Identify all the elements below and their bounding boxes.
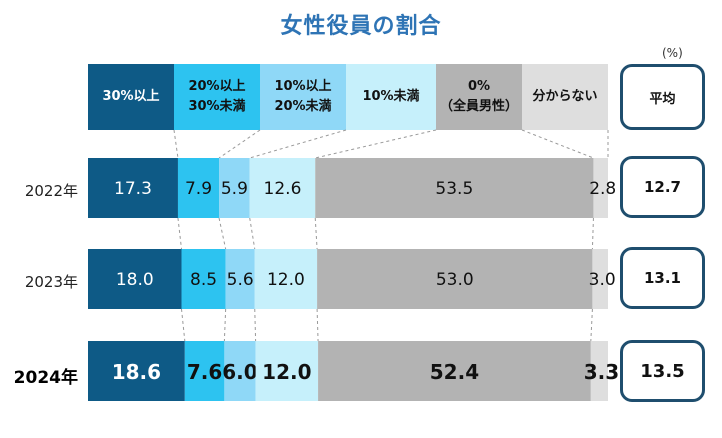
bar-segment-2-5 [590, 341, 608, 401]
bar-segment-2-0 [88, 341, 185, 401]
year-label-2022: 2022年 [24, 182, 78, 200]
value-label-1-5: 3.0 [589, 270, 616, 290]
year-label-2023: 2023年 [24, 273, 78, 291]
bar-segment-0-1 [177, 158, 220, 218]
value-label-0-1: 7.9 [185, 179, 212, 199]
connector-legend-1 [173, 129, 179, 159]
connector-row-0-3 [249, 217, 256, 250]
connector-legend-4 [315, 129, 437, 159]
value-label-1-2: 5.6 [227, 270, 254, 290]
connector-row-1-4 [316, 308, 319, 342]
bar-segment-1-1 [181, 249, 226, 309]
bar-segment-2-4 [318, 341, 591, 401]
bar-segment-1-5 [592, 249, 608, 309]
connector-row-0-1 [177, 217, 183, 250]
value-label-0-4: 53.5 [435, 179, 473, 199]
value-label-0-5: 2.8 [589, 179, 616, 199]
bar-segment-2-1 [184, 341, 225, 401]
legend-item-3: 10%未満 [346, 64, 436, 130]
connector-legend-3 [249, 129, 347, 159]
value-label-2-3: 12.0 [262, 360, 311, 384]
bar-segment-0-0 [88, 158, 178, 218]
value-label-0-3: 12.6 [264, 179, 302, 199]
value-label-2-0: 18.6 [112, 360, 161, 384]
value-label-2-2: 6.0 [222, 360, 257, 384]
average-box-2022: 12.7 [620, 156, 705, 218]
bar-segment-1-2 [225, 249, 255, 309]
average-box-2024: 13.5 [620, 340, 705, 402]
bar-segment-0-2 [219, 158, 250, 218]
legend-item-0: 30%以上 [88, 64, 174, 130]
bar-segment-2-2 [224, 341, 256, 401]
connector-row-0-5 [591, 217, 594, 250]
value-label-2-5: 3.3 [584, 360, 619, 384]
bar-segment-0-3 [249, 158, 316, 218]
connector-row-1-1 [181, 308, 186, 342]
bar-segment-1-4 [317, 249, 593, 309]
bar-segment-2-3 [255, 341, 319, 401]
chart-title: 女性役員の割合 [280, 14, 442, 39]
connector-row-1-5 [590, 308, 593, 342]
connector-legend-5 [521, 129, 594, 159]
value-label-1-4: 53.0 [436, 270, 474, 290]
legend-item-5: 分からない [522, 64, 608, 130]
average-header-box: 平均 [620, 64, 705, 130]
value-label-0-0: 17.3 [114, 179, 152, 199]
legend-item-1: 20%以上 30%未満 [174, 64, 260, 130]
connector-legend-2 [218, 129, 261, 159]
bar-segment-0-5 [593, 158, 608, 218]
connector-row-0-2 [218, 217, 227, 250]
connector-row-0-4 [314, 217, 318, 250]
value-label-1-1: 8.5 [190, 270, 217, 290]
year-label-2024: 2024年 [13, 368, 78, 388]
value-label-2-4: 52.4 [430, 360, 479, 384]
legend-item-4: 0% （全員男性） [436, 64, 522, 130]
value-label-1-3: 12.0 [267, 270, 305, 290]
bar-segment-1-0 [88, 249, 182, 309]
value-label-0-2: 5.9 [221, 179, 248, 199]
value-label-2-1: 7.6 [187, 360, 222, 384]
unit-label: (%) [662, 46, 683, 60]
average-box-2023: 13.1 [620, 247, 705, 309]
legend-item-2: 10%以上 20%未満 [260, 64, 346, 130]
connector-row-1-2 [223, 308, 227, 342]
value-label-1-0: 18.0 [116, 270, 154, 290]
connector-row-1-3 [254, 308, 257, 342]
bar-segment-1-3 [254, 249, 318, 309]
bar-segment-0-4 [315, 158, 594, 218]
